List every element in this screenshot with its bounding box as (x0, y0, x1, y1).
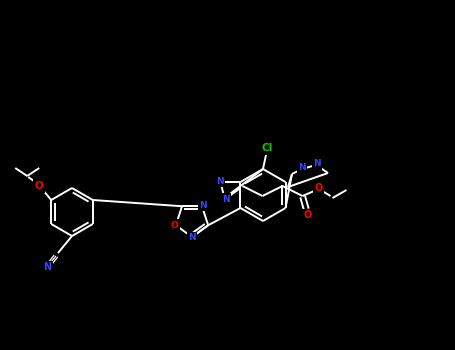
Text: N: N (216, 176, 223, 186)
Text: O: O (171, 221, 179, 230)
Text: N: N (199, 201, 207, 210)
Text: O: O (314, 183, 323, 193)
Text: O: O (303, 210, 312, 220)
Text: O: O (35, 181, 44, 191)
Text: N: N (313, 160, 321, 168)
Text: N: N (222, 195, 229, 203)
Text: N: N (298, 163, 306, 173)
Text: N: N (43, 262, 51, 272)
Text: N: N (188, 233, 196, 243)
Text: Cl: Cl (261, 143, 273, 153)
